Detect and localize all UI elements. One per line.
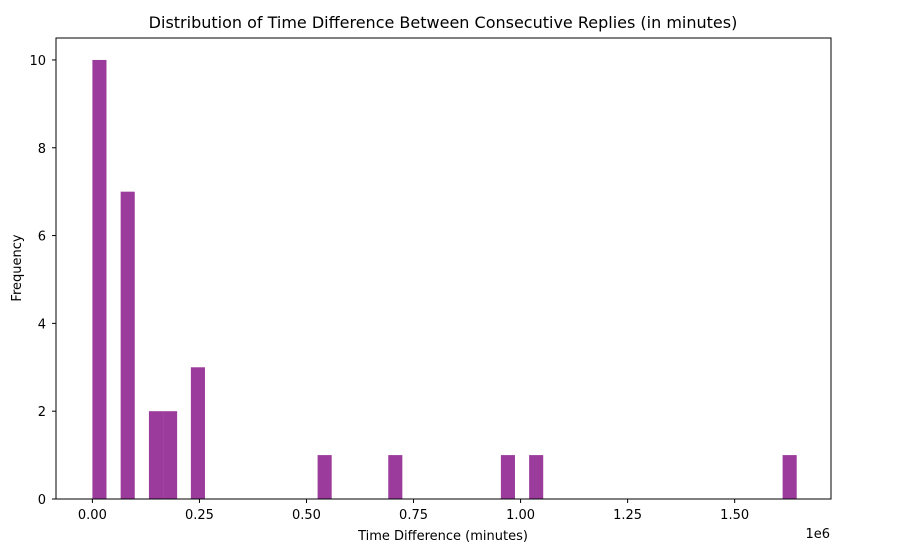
plot-area-frame <box>55 37 832 500</box>
y-axis: 0 2 4 6 8 10 <box>29 54 56 508</box>
histogram-bar-4 <box>190 367 205 499</box>
histogram-bar-6 <box>388 455 403 499</box>
y-tick-label: 0 <box>38 493 46 508</box>
histogram-bar-8 <box>529 455 544 499</box>
y-tick-label: 4 <box>38 317 46 332</box>
histogram-bar-7 <box>500 455 515 499</box>
histogram-bar-5 <box>317 455 332 499</box>
x-axis-title: Time Difference (minutes) <box>357 529 528 544</box>
y-tick-label: 2 <box>38 405 46 420</box>
x-axis-offset-label: 1e6 <box>805 527 830 542</box>
x-tick-label: 0.50 <box>292 508 321 523</box>
histogram-bar-0 <box>92 59 107 499</box>
chart-title: Distribution of Time Difference Between … <box>149 13 738 32</box>
histogram-bar-9 <box>782 455 797 499</box>
x-tick-label: 0.75 <box>399 508 428 523</box>
x-tick-label: 1.00 <box>506 508 535 523</box>
x-tick-label: 1.25 <box>613 508 642 523</box>
histogram-bar-1 <box>120 191 135 499</box>
x-tick-label: 0.25 <box>185 508 214 523</box>
histogram-bar-2 <box>148 411 164 499</box>
y-tick-label: 10 <box>29 54 46 69</box>
y-tick-label: 6 <box>38 230 46 245</box>
y-axis-title: Frequency <box>10 234 25 301</box>
histogram-bar-3 <box>163 411 178 499</box>
bars-group <box>92 59 797 499</box>
x-tick-label: 0.00 <box>78 508 107 523</box>
y-tick-label: 8 <box>38 142 46 157</box>
x-axis: 0.00 0.25 0.50 0.75 1.00 1.25 1.50 <box>78 499 749 523</box>
x-tick-label: 1.50 <box>720 508 749 523</box>
